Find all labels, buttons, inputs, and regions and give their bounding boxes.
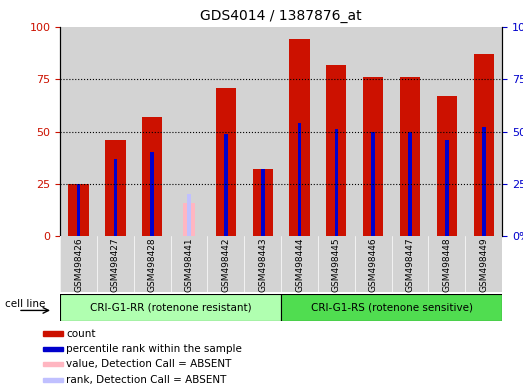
Text: GSM498446: GSM498446 xyxy=(369,237,378,292)
Bar xyxy=(187,194,191,236)
Bar xyxy=(392,27,428,236)
Bar xyxy=(170,27,208,236)
Bar xyxy=(318,236,355,292)
Bar xyxy=(482,127,485,236)
Bar xyxy=(60,27,97,236)
Bar xyxy=(465,236,502,292)
Bar xyxy=(437,96,457,236)
Bar xyxy=(465,27,502,236)
Bar xyxy=(216,88,236,236)
Bar xyxy=(97,236,134,292)
Bar xyxy=(408,131,412,236)
Text: GSM498447: GSM498447 xyxy=(405,237,415,292)
Bar xyxy=(253,169,273,236)
Bar xyxy=(134,236,170,292)
Bar xyxy=(43,377,63,382)
Bar xyxy=(43,362,63,366)
Bar xyxy=(244,27,281,236)
Bar xyxy=(134,27,170,236)
Text: cell line: cell line xyxy=(5,299,45,309)
Bar xyxy=(355,236,392,292)
Bar xyxy=(281,236,318,292)
Bar xyxy=(281,27,318,236)
Bar xyxy=(473,54,494,236)
Text: GSM498449: GSM498449 xyxy=(479,237,488,292)
Text: CRI-G1-RR (rotenone resistant): CRI-G1-RR (rotenone resistant) xyxy=(90,302,252,312)
Text: GSM498445: GSM498445 xyxy=(332,237,341,292)
Bar xyxy=(208,236,244,292)
Bar xyxy=(335,129,338,236)
Bar xyxy=(371,131,375,236)
Bar xyxy=(43,331,63,336)
Bar xyxy=(355,27,392,236)
Bar xyxy=(244,236,281,292)
Text: count: count xyxy=(66,329,96,339)
Bar xyxy=(289,40,310,236)
Text: GSM498426: GSM498426 xyxy=(74,237,83,292)
Text: GSM498448: GSM498448 xyxy=(442,237,451,292)
Bar xyxy=(400,77,420,236)
Bar xyxy=(224,134,228,236)
Bar xyxy=(69,184,89,236)
Bar xyxy=(170,236,208,292)
Bar xyxy=(43,347,63,351)
Text: CRI-G1-RS (rotenone sensitive): CRI-G1-RS (rotenone sensitive) xyxy=(311,302,473,312)
Bar xyxy=(445,140,449,236)
Bar xyxy=(77,184,81,236)
Bar xyxy=(363,77,383,236)
Bar xyxy=(142,117,162,236)
Bar xyxy=(60,294,281,321)
Text: percentile rank within the sample: percentile rank within the sample xyxy=(66,344,242,354)
Bar xyxy=(60,236,97,292)
Text: value, Detection Call = ABSENT: value, Detection Call = ABSENT xyxy=(66,359,232,369)
Bar xyxy=(208,27,244,236)
Bar xyxy=(326,65,346,236)
Bar xyxy=(97,27,134,236)
Title: GDS4014 / 1387876_at: GDS4014 / 1387876_at xyxy=(200,9,362,23)
Text: GSM498427: GSM498427 xyxy=(111,237,120,292)
Bar xyxy=(428,27,465,236)
Text: GSM498428: GSM498428 xyxy=(147,237,157,292)
Bar xyxy=(281,294,502,321)
Bar xyxy=(392,236,428,292)
Text: GSM498442: GSM498442 xyxy=(221,237,230,292)
Bar xyxy=(151,152,154,236)
Bar xyxy=(428,236,465,292)
Bar xyxy=(261,169,265,236)
Bar xyxy=(298,123,301,236)
Text: rank, Detection Call = ABSENT: rank, Detection Call = ABSENT xyxy=(66,375,226,384)
Text: GSM498444: GSM498444 xyxy=(295,237,304,292)
Bar xyxy=(318,27,355,236)
Bar xyxy=(113,159,117,236)
Bar xyxy=(105,140,126,236)
Text: GSM498441: GSM498441 xyxy=(185,237,194,292)
Text: GSM498443: GSM498443 xyxy=(258,237,267,292)
Bar xyxy=(183,203,195,236)
